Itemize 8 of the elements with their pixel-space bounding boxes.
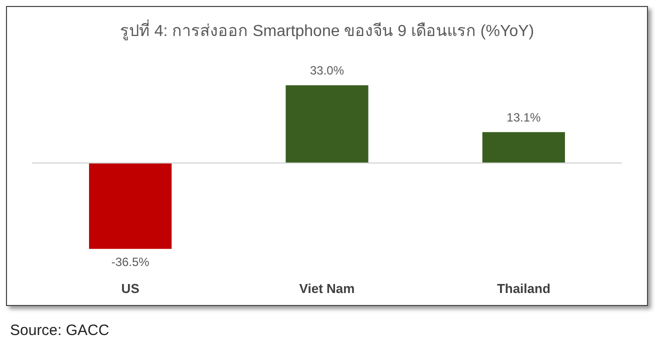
x-tick-label: US xyxy=(121,280,140,296)
chart-title: รูปที่ 4: การส่งออก Smartphone ของจีน 9 เดือนแรก (%YoY) xyxy=(120,19,534,42)
data-label: 13.1% xyxy=(506,110,542,124)
data-label: -36.5% xyxy=(111,255,150,270)
x-tick-label: Viet Nam xyxy=(299,280,355,296)
data-label: 33.0% xyxy=(310,64,344,78)
x-tick-label: Thailand xyxy=(496,280,550,296)
source-note: Source: GACC xyxy=(10,322,110,339)
